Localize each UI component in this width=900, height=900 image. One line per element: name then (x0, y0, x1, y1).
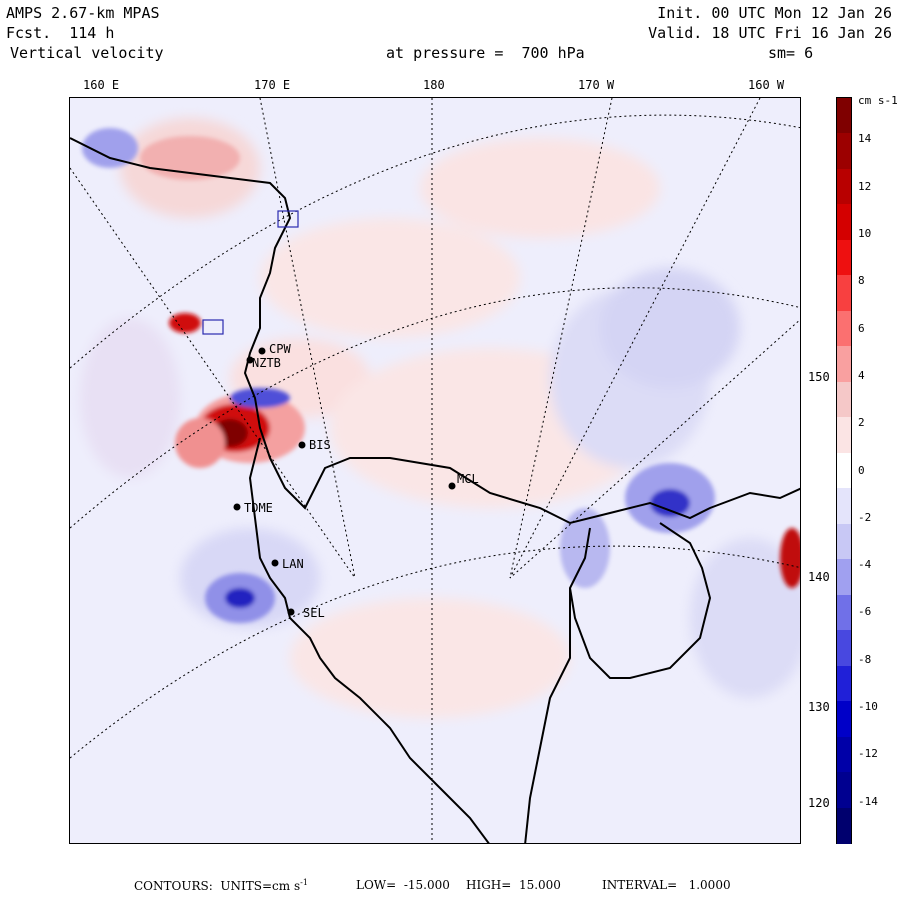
station-label-nztb: NZTB (252, 356, 281, 370)
colorbar-units: cm s-1 (858, 94, 898, 107)
colorbar-segment (837, 381, 851, 418)
station-dot-tdme (233, 503, 241, 511)
station-dot-bis (298, 441, 306, 449)
colorbar-segment (837, 310, 851, 347)
station-dot-nztb (246, 356, 254, 364)
colorbar-tick-label: -10 (858, 700, 878, 713)
colorbar-tick-label: 4 (858, 368, 865, 382)
colorbar-segment (837, 133, 851, 170)
station-markers (233, 347, 456, 616)
colorbar-segment (837, 452, 851, 489)
colorbar-segment (837, 630, 851, 667)
colorbar (836, 97, 852, 844)
colorbar-segment (837, 275, 851, 312)
colorbar-segment (837, 98, 851, 135)
station-box-1 (277, 210, 299, 228)
colorbar-tick-label: 12 (858, 179, 872, 193)
station-label-cpw: CPW (269, 342, 291, 356)
smoothing: sm= 6 (768, 44, 814, 62)
colorbar-tick-label: -8 (858, 652, 872, 666)
station-dot-cpw (258, 347, 266, 355)
colorbar-tick-label: 6 (858, 321, 865, 335)
colorbar-segment (837, 417, 851, 454)
lon-label-170e: 170 E (254, 78, 291, 92)
colorbar-segment (837, 488, 851, 525)
lon-label-180: 180 (423, 78, 445, 92)
colorbar-segment (837, 701, 851, 738)
map-panel: CPW NZTB BIS MCL TDME LAN SEL (69, 97, 801, 844)
colorbar-tick-label: 10 (858, 226, 872, 240)
colorbar-tick-label: 8 (858, 274, 865, 288)
lon-label-160e: 160 E (83, 78, 120, 92)
footer-interval: INTERVAL= 1.0000 (602, 878, 731, 892)
colorbar-tick-label: -2 (858, 510, 872, 524)
field-patches (80, 118, 800, 718)
station-label-tdme: TDME (244, 501, 273, 515)
lon-label-160w: 160 W (748, 78, 785, 92)
colorbar-segment (837, 204, 851, 241)
forecast-hour: Fcst. 114 h (6, 24, 115, 42)
colorbar-segment (837, 346, 851, 383)
colorbar-segment (837, 559, 851, 596)
colorbar-segment (837, 168, 851, 205)
colorbar-tick-label: -4 (858, 558, 872, 572)
init-time: Init. 00 UTC Mon 12 Jan 26 (657, 4, 892, 22)
coastline (70, 137, 800, 843)
station-box-2 (202, 319, 224, 335)
colorbar-tick-label: 14 (858, 132, 872, 146)
colorbar-tick-label: 2 (858, 416, 865, 430)
field-name: Vertical velocity (10, 44, 164, 62)
footer-contours: CONTOURS: UNITS=cm s-1 (134, 878, 308, 893)
field-cores (82, 128, 800, 623)
colorbar-segment (837, 523, 851, 560)
station-label-mcl: MCL (457, 472, 479, 486)
colorbar-segment (837, 772, 851, 809)
footer-high: HIGH= 15.000 (466, 878, 561, 892)
lon-label-170w: 170 W (578, 78, 615, 92)
model-title: AMPS 2.67-km MPAS (6, 4, 160, 22)
station-dot-sel (287, 608, 295, 616)
graticule (70, 98, 800, 843)
station-label-bis: BIS (309, 438, 331, 452)
station-dot-lan (271, 559, 279, 567)
colorbar-tick-label: -14 (858, 794, 878, 808)
colorbar-segment (837, 665, 851, 702)
footer-low: LOW= -15.000 (356, 878, 450, 892)
footer-contours-label: CONTOURS: UNITS=cm s (134, 879, 301, 893)
colorbar-tick-label: -6 (858, 605, 872, 619)
colorbar-segment (837, 736, 851, 773)
colorbar-segment (837, 594, 851, 631)
station-label-sel: SEL (303, 606, 325, 620)
footer-unit-exponent: -1 (300, 878, 308, 887)
map-canvas (70, 98, 800, 843)
pressure-level: at pressure = 700 hPa (386, 44, 585, 62)
colorbar-segment (837, 807, 851, 844)
colorbar-segment (837, 239, 851, 276)
station-label-lan: LAN (282, 557, 304, 571)
colorbar-tick-label: 0 (858, 463, 865, 477)
station-dot-mcl (448, 482, 456, 490)
valid-time: Valid. 18 UTC Fri 16 Jan 26 (648, 24, 892, 42)
colorbar-tick-label: -12 (858, 747, 878, 761)
